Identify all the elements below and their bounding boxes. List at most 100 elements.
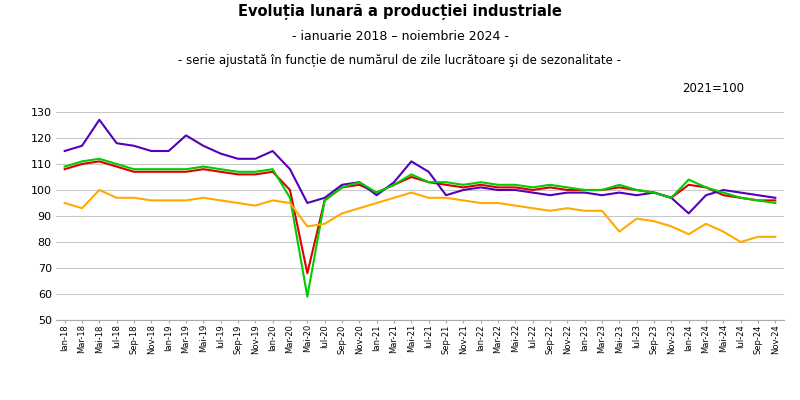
Industria prelucratoare xyxy=(94,156,104,161)
Energie xyxy=(546,208,555,213)
Industria prelucratoare xyxy=(701,185,710,190)
Total industrie xyxy=(510,185,520,190)
Energie xyxy=(736,240,746,244)
Energie xyxy=(701,221,710,226)
Industria prelucratoare xyxy=(285,195,294,200)
Total industrie xyxy=(285,188,294,192)
Energie xyxy=(112,195,122,200)
Industria prelucratoare xyxy=(736,195,746,200)
Industria prelucratoare xyxy=(372,190,382,195)
Energie xyxy=(77,206,87,210)
Energie xyxy=(250,203,260,208)
Total industrie xyxy=(372,190,382,195)
Energie xyxy=(562,206,572,210)
Industria extractiva xyxy=(528,190,538,195)
Industria prelucratoare xyxy=(597,188,606,192)
Energie xyxy=(476,201,486,206)
Industria prelucratoare xyxy=(562,185,572,190)
Industria prelucratoare xyxy=(181,167,191,172)
Industria extractiva xyxy=(458,188,468,192)
Industria prelucratoare xyxy=(770,201,780,206)
Industria extractiva xyxy=(493,188,503,192)
Energie xyxy=(234,201,243,206)
Text: - serie ajustată în funcție de numărul de zile lucrătoare şi de sezonalitate -: - serie ajustată în funcție de numărul d… xyxy=(178,54,622,67)
Total industrie xyxy=(614,185,624,190)
Industria extractiva xyxy=(146,148,156,153)
Total industrie xyxy=(216,170,226,174)
Industria extractiva xyxy=(701,193,710,198)
Industria prelucratoare xyxy=(354,180,364,184)
Line: Total industrie: Total industrie xyxy=(65,161,775,273)
Total industrie xyxy=(320,198,330,203)
Industria prelucratoare xyxy=(234,170,243,174)
Industria extractiva xyxy=(198,144,208,148)
Industria prelucratoare xyxy=(649,190,658,195)
Industria extractiva xyxy=(476,185,486,190)
Energie xyxy=(458,198,468,203)
Total industrie xyxy=(77,162,87,166)
Industria extractiva xyxy=(562,190,572,195)
Industria extractiva xyxy=(94,118,104,122)
Total industrie xyxy=(130,170,139,174)
Industria extractiva xyxy=(649,190,658,195)
Industria prelucratoare xyxy=(112,162,122,166)
Industria prelucratoare xyxy=(320,198,330,203)
Total industrie xyxy=(562,188,572,192)
Energie xyxy=(684,232,694,236)
Industria prelucratoare xyxy=(424,180,434,184)
Industria prelucratoare xyxy=(666,195,676,200)
Total industrie xyxy=(770,198,780,203)
Industria prelucratoare xyxy=(753,198,762,203)
Industria prelucratoare xyxy=(302,294,312,299)
Industria prelucratoare xyxy=(268,167,278,172)
Total industrie xyxy=(389,182,398,187)
Energie xyxy=(302,224,312,229)
Total industrie xyxy=(718,193,728,198)
Total industrie xyxy=(528,188,538,192)
Total industrie xyxy=(666,195,676,200)
Energie xyxy=(164,198,174,203)
Industria extractiva xyxy=(60,148,70,153)
Industria prelucratoare xyxy=(458,182,468,187)
Total industrie xyxy=(580,188,590,192)
Total industrie xyxy=(649,190,658,195)
Energie xyxy=(320,221,330,226)
Total industrie xyxy=(234,172,243,177)
Energie xyxy=(285,201,294,206)
Industria extractiva xyxy=(424,170,434,174)
Energie xyxy=(528,206,538,210)
Industria extractiva xyxy=(320,195,330,200)
Industria prelucratoare xyxy=(389,182,398,187)
Industria extractiva xyxy=(112,141,122,146)
Industria prelucratoare xyxy=(476,180,486,184)
Text: - ianuarie 2018 – noiembrie 2024 -: - ianuarie 2018 – noiembrie 2024 - xyxy=(291,30,509,43)
Total industrie xyxy=(112,164,122,169)
Industria extractiva xyxy=(372,193,382,198)
Total industrie xyxy=(198,167,208,172)
Industria extractiva xyxy=(389,180,398,184)
Total industrie xyxy=(354,182,364,187)
Energie xyxy=(442,195,451,200)
Industria extractiva xyxy=(234,156,243,161)
Total industrie xyxy=(736,195,746,200)
Total industrie xyxy=(94,159,104,164)
Industria extractiva xyxy=(684,211,694,216)
Industria prelucratoare xyxy=(338,185,347,190)
Energie xyxy=(146,198,156,203)
Energie xyxy=(424,195,434,200)
Industria prelucratoare xyxy=(580,188,590,192)
Industria prelucratoare xyxy=(510,182,520,187)
Energie xyxy=(493,201,503,206)
Industria extractiva xyxy=(546,193,555,198)
Line: Industria prelucratoare: Industria prelucratoare xyxy=(65,159,775,297)
Energie xyxy=(580,208,590,213)
Industria prelucratoare xyxy=(216,167,226,172)
Industria prelucratoare xyxy=(493,182,503,187)
Text: Evoluția lunară a producției industriale: Evoluția lunară a producției industriale xyxy=(238,4,562,20)
Industria extractiva xyxy=(510,188,520,192)
Total industrie xyxy=(146,170,156,174)
Industria extractiva xyxy=(770,195,780,200)
Energie xyxy=(94,188,104,192)
Total industrie xyxy=(684,182,694,187)
Industria extractiva xyxy=(181,133,191,138)
